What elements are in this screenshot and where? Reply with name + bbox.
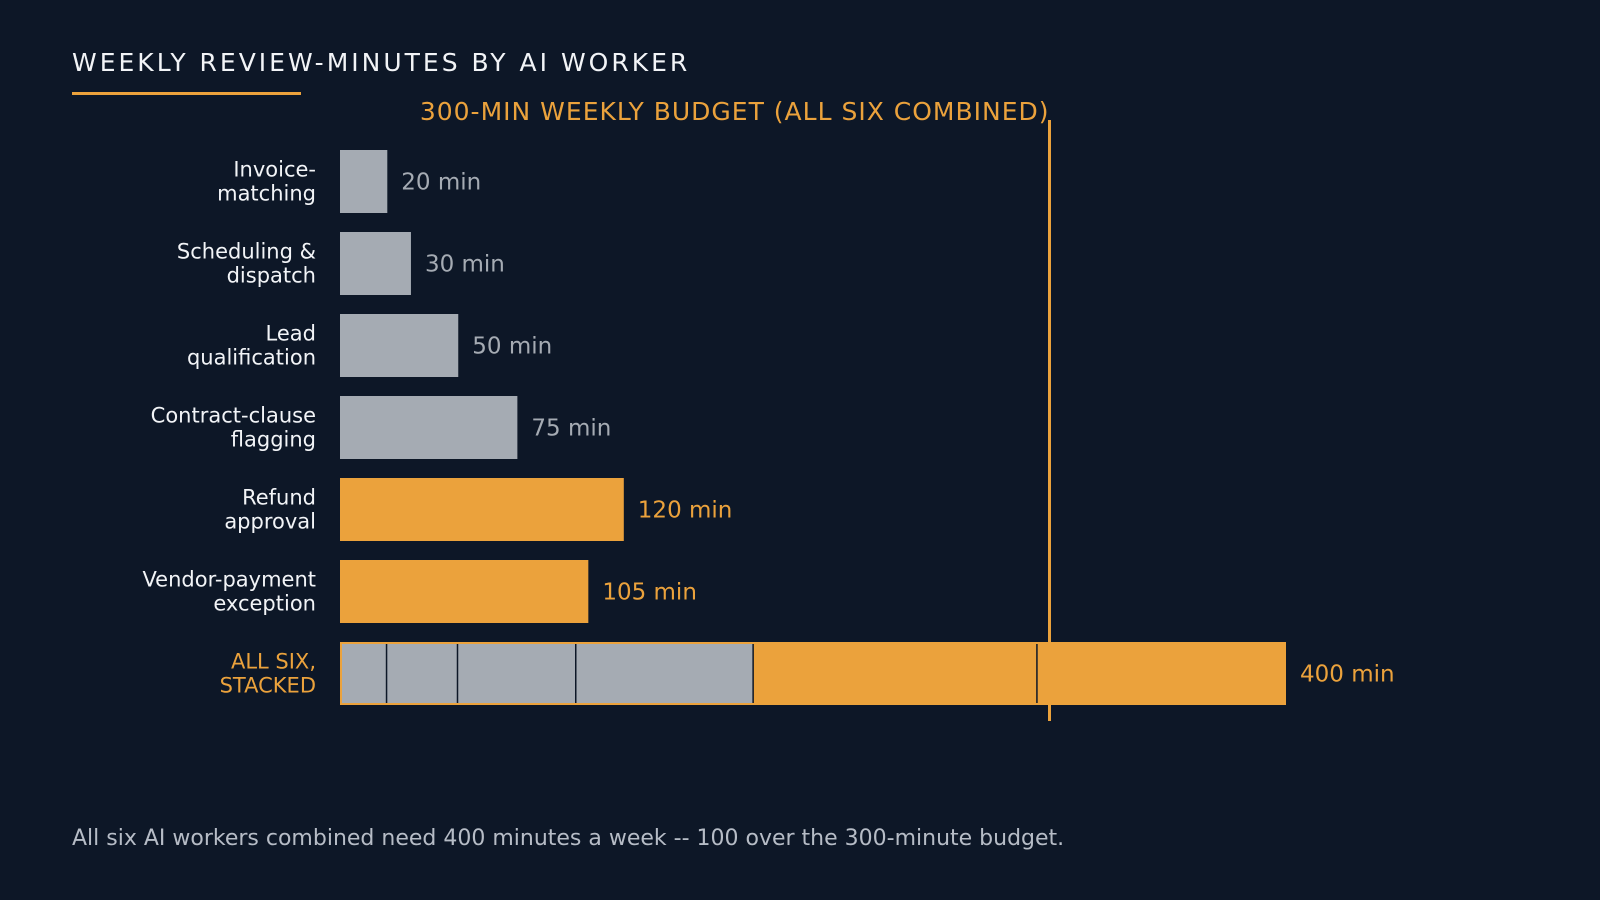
value-label: 20 min xyxy=(401,170,481,196)
category-label: Contract-clause flagging xyxy=(151,404,316,452)
category-label: Refund approval xyxy=(224,486,316,534)
bar xyxy=(340,232,411,295)
chart-caption: All six AI workers combined need 400 min… xyxy=(72,826,1065,851)
value-label: 120 min xyxy=(638,498,733,524)
category-label: Scheduling & dispatch xyxy=(177,240,316,288)
stacked-label: ALL SIX, STACKED xyxy=(220,650,316,698)
bar xyxy=(340,396,518,459)
stacked-value-label: 400 min xyxy=(1300,662,1395,688)
budget-label: 300-MIN WEEKLY BUDGET (ALL SIX COMBINED) xyxy=(420,97,1050,126)
stacked-segment xyxy=(753,642,1038,705)
stacked-outline xyxy=(340,642,1286,705)
bar xyxy=(340,314,459,377)
category-label: Invoice-matching xyxy=(217,158,316,206)
stacked-segment xyxy=(1037,642,1286,705)
value-label: 30 min xyxy=(425,252,505,278)
stacked-segment xyxy=(458,642,577,705)
stacked-segment xyxy=(387,642,459,705)
chart-title: WEEKLY REVIEW-MINUTES BY AI WORKER xyxy=(72,48,691,77)
stacked-segment xyxy=(340,642,388,705)
bar xyxy=(340,478,624,541)
category-label: Vendor-payment exception xyxy=(142,568,316,616)
bar xyxy=(340,150,388,213)
category-label: Lead qualification xyxy=(187,322,316,370)
title-underline xyxy=(72,92,301,95)
stacked-segment xyxy=(576,642,754,705)
bar xyxy=(340,560,589,623)
value-label: 75 min xyxy=(531,416,611,442)
value-label: 105 min xyxy=(602,580,697,606)
value-label: 50 min xyxy=(472,334,552,360)
